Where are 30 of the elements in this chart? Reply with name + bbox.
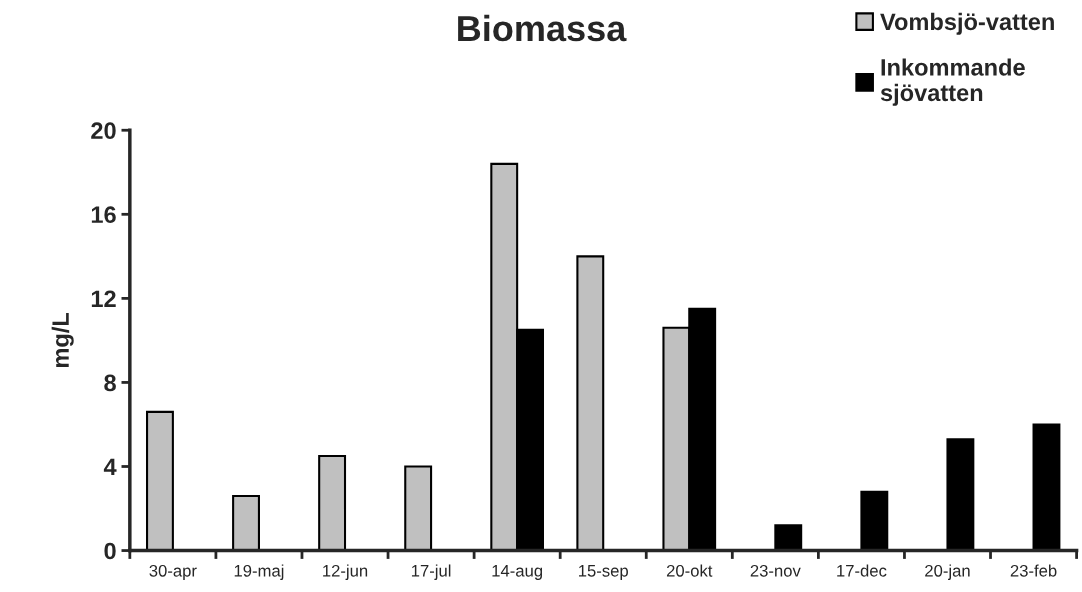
chart-title: Biomassa bbox=[458, 14, 627, 42]
bar bbox=[860, 490, 889, 551]
y-tick-label: 8 bbox=[104, 374, 116, 392]
bar bbox=[774, 524, 803, 551]
y-tick-label: 20 bbox=[91, 122, 116, 140]
bar bbox=[1032, 423, 1061, 551]
bar bbox=[404, 465, 433, 551]
x-tick-label: 12-jun bbox=[323, 564, 368, 580]
x-tick-label: 23-nov bbox=[750, 564, 801, 577]
y-tick-label: 4 bbox=[103, 458, 117, 476]
bar bbox=[146, 410, 174, 551]
legend-label: Vombsjö-vatten bbox=[880, 12, 1054, 35]
x-tick-label: 17-jul bbox=[411, 564, 451, 580]
x-tick-label: 15-sep bbox=[579, 565, 628, 580]
y-tick-label: 16 bbox=[91, 206, 116, 224]
x-tick-label: 30-apr bbox=[149, 564, 197, 580]
x-tick-label: 17-dec bbox=[837, 564, 887, 577]
legend-label: Inkommande sjövatten bbox=[880, 58, 1025, 106]
bar bbox=[318, 454, 347, 551]
x-tick-label: 20-jan bbox=[925, 564, 970, 580]
bar bbox=[946, 438, 975, 551]
x-tick-label: 23-feb bbox=[1010, 564, 1057, 577]
y-tick-label: 12 bbox=[91, 290, 116, 307]
x-tick-label: 19-maj bbox=[234, 564, 284, 580]
x-tick-label: 20-okt bbox=[666, 564, 713, 577]
bar bbox=[232, 494, 260, 551]
x-tick-label: 14-aug bbox=[492, 565, 543, 580]
y-tick-label: 0 bbox=[104, 542, 116, 560]
y-axis-title: mg/L bbox=[51, 312, 74, 368]
bar bbox=[576, 255, 605, 551]
